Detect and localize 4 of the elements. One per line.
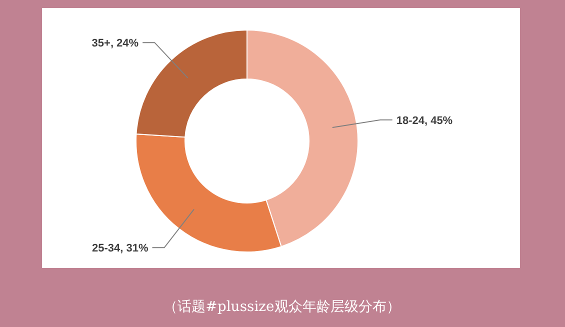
slice-label: 35+, 24%: [92, 38, 139, 50]
slice-label: 25-34, 31%: [92, 242, 148, 255]
text: （话题#plussize观众年龄层级分布）: [164, 299, 400, 315]
slice-label: 18-24, 45%: [396, 114, 453, 127]
